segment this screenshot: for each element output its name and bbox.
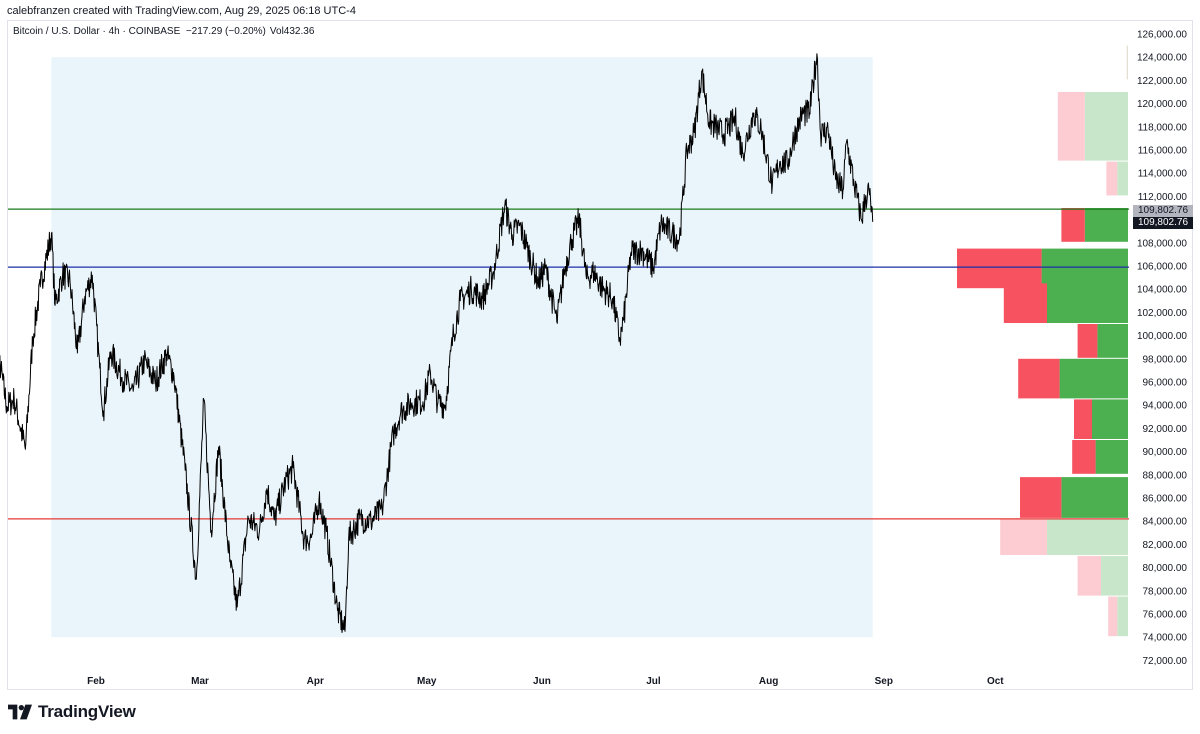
- y-tick-label: 80,000.00: [1143, 563, 1188, 574]
- x-tick-label: Jul: [646, 676, 661, 687]
- y-tick-label: 88,000.00: [1143, 470, 1188, 481]
- y-tick-label: 124,000.00: [1137, 53, 1187, 64]
- chart-credit: calebfranzen created with TradingView.co…: [7, 5, 356, 17]
- volume-profile-down-12: [1077, 556, 1101, 596]
- x-tick-label: Sep: [875, 676, 893, 687]
- y-tick-label: 106,000.00: [1137, 262, 1187, 273]
- symbol-legend: Bitcoin / U.S. Dollar · 4h · COINBASE −2…: [13, 26, 314, 37]
- volume-profile-down-0: [1126, 45, 1128, 80]
- y-tick-label: 118,000.00: [1138, 122, 1188, 133]
- chart-frame: [7, 20, 1193, 690]
- y-tick-label: 94,000.00: [1143, 401, 1188, 412]
- volume-profile-down-3: [1061, 208, 1085, 242]
- y-tick-label: 116,000.00: [1138, 146, 1188, 157]
- y-tick-label: 102,000.00: [1137, 308, 1187, 319]
- y-tick-label: 84,000.00: [1143, 517, 1188, 528]
- y-tick-label: 122,000.00: [1137, 76, 1187, 87]
- volume-profile-up-4: [1041, 248, 1128, 289]
- tradingview-footer: TradingView: [8, 701, 136, 723]
- volume-profile-down-5: [1003, 283, 1047, 323]
- volume-profile-down-2: [1106, 161, 1118, 196]
- y-tick-label: 108,000.00: [1137, 238, 1187, 249]
- symbol-info: Bitcoin / U.S. Dollar · 4h · COINBASE −2…: [13, 26, 266, 37]
- volume-profile-up-2: [1117, 161, 1128, 196]
- y-tick-label: 112,000.00: [1138, 192, 1188, 203]
- volume-profile-up-9: [1095, 440, 1128, 474]
- highlight-range: [51, 57, 873, 638]
- volume-profile-up-0: [1127, 45, 1128, 80]
- y-tick-label: 72,000.00: [1143, 656, 1188, 667]
- x-tick-label: Jun: [533, 676, 551, 687]
- y-tick-label: 104,000.00: [1137, 285, 1187, 296]
- price-tag-grey: 109,802.76: [1133, 205, 1193, 217]
- y-tick-label: 114,000.00: [1138, 169, 1188, 180]
- y-tick-label: 86,000.00: [1143, 494, 1188, 505]
- y-tick-label: 98,000.00: [1143, 354, 1188, 365]
- y-tick-label: 90,000.00: [1143, 447, 1188, 458]
- volume-profile-up-10: [1061, 477, 1128, 518]
- volume-profile-down-10: [1020, 477, 1062, 518]
- x-tick-label: Oct: [987, 676, 1004, 687]
- volume-profile-up-7: [1059, 358, 1128, 399]
- volume-info: Vol432.36: [269, 26, 315, 37]
- volume-profile-up-8: [1092, 399, 1128, 439]
- volume-profile-down-7: [1018, 358, 1060, 399]
- volume-profile-up-12: [1101, 556, 1128, 596]
- x-tick-label: Aug: [759, 676, 778, 687]
- tradingview-wordmark: TradingView: [38, 702, 136, 721]
- volume-profile-down-6: [1077, 324, 1098, 358]
- x-tick-label: Mar: [191, 676, 209, 687]
- volume-profile-down-8: [1074, 399, 1092, 439]
- y-tick-label: 126,000.00: [1137, 30, 1187, 41]
- y-tick-label: 120,000.00: [1137, 99, 1187, 110]
- y-tick-label: 78,000.00: [1143, 586, 1188, 597]
- volume-profile-up-13: [1117, 596, 1128, 637]
- volume-profile-down-11: [1000, 518, 1047, 555]
- y-tick-label: 74,000.00: [1143, 633, 1188, 644]
- x-tick-label: Feb: [87, 676, 105, 687]
- volume-profile-up-5: [1047, 283, 1128, 323]
- x-tick-label: May: [417, 676, 437, 687]
- volume-profile-up-1: [1084, 92, 1128, 161]
- y-tick-label: 92,000.00: [1143, 424, 1188, 435]
- y-tick-label: 82,000.00: [1143, 540, 1188, 551]
- volume-profile-down-13: [1108, 596, 1118, 637]
- y-tick-label: 76,000.00: [1143, 610, 1188, 621]
- x-tick-label: Apr: [307, 676, 324, 687]
- volume-profile-down-1: [1057, 92, 1085, 161]
- y-tick-label: 100,000.00: [1137, 331, 1187, 342]
- volume-profile-down-4: [957, 248, 1042, 289]
- last-price-tag: 109,802.76: [1133, 217, 1193, 229]
- volume-profile-up-6: [1097, 324, 1128, 358]
- volume-profile-up-3: [1084, 208, 1128, 242]
- price-series-line[interactable]: [0, 53, 874, 633]
- tradingview-logo-icon: [8, 704, 32, 720]
- y-tick-label: 96,000.00: [1143, 378, 1188, 389]
- volume-profile-up-11: [1047, 518, 1128, 555]
- volume-profile-down-9: [1072, 440, 1096, 474]
